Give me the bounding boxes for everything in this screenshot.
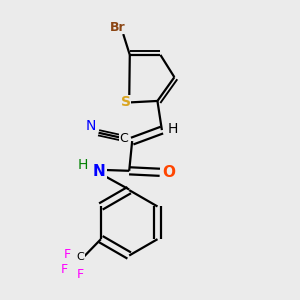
Text: S: S <box>121 95 130 110</box>
Text: C: C <box>76 252 84 262</box>
Text: F: F <box>64 248 71 261</box>
Text: F: F <box>76 268 84 281</box>
Text: H: H <box>168 122 178 136</box>
Text: N: N <box>93 164 106 179</box>
Text: F: F <box>61 263 68 276</box>
Text: C: C <box>119 132 128 145</box>
Text: Br: Br <box>110 21 125 34</box>
Text: H: H <box>77 158 88 172</box>
Text: O: O <box>162 165 175 180</box>
Text: N: N <box>86 118 96 133</box>
